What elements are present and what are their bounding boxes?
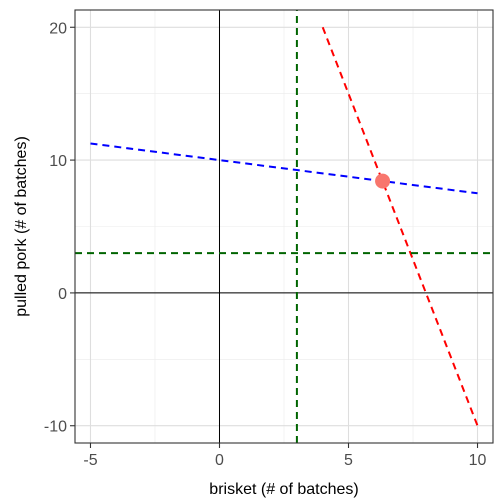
- x-tick-label: 0: [215, 452, 224, 469]
- y-tick-label: -10: [44, 419, 67, 436]
- panel-border: [74, 9, 494, 444]
- x-axis-title: brisket (# of batches): [209, 481, 358, 498]
- x-tick-label: 5: [344, 452, 353, 469]
- x-tick-label: 10: [469, 452, 487, 469]
- series-lines: [75, 10, 493, 443]
- y-tick-label: 10: [49, 153, 67, 170]
- y-tick-label: 0: [58, 286, 67, 303]
- intersection-point-1: [375, 173, 391, 189]
- y-axis-ticks: -10 0 10 20: [44, 20, 75, 436]
- x-tick-label: -5: [83, 452, 97, 469]
- grid-minor: [75, 10, 493, 443]
- y-tick-label: 20: [49, 20, 67, 37]
- x-axis-ticks: -5 0 5 10: [83, 443, 487, 469]
- reference-lines: [75, 10, 493, 443]
- series-line-1: [90, 142, 478, 195]
- y-axis-title: pulled pork (# of batches): [13, 136, 30, 317]
- data-points: [375, 173, 391, 189]
